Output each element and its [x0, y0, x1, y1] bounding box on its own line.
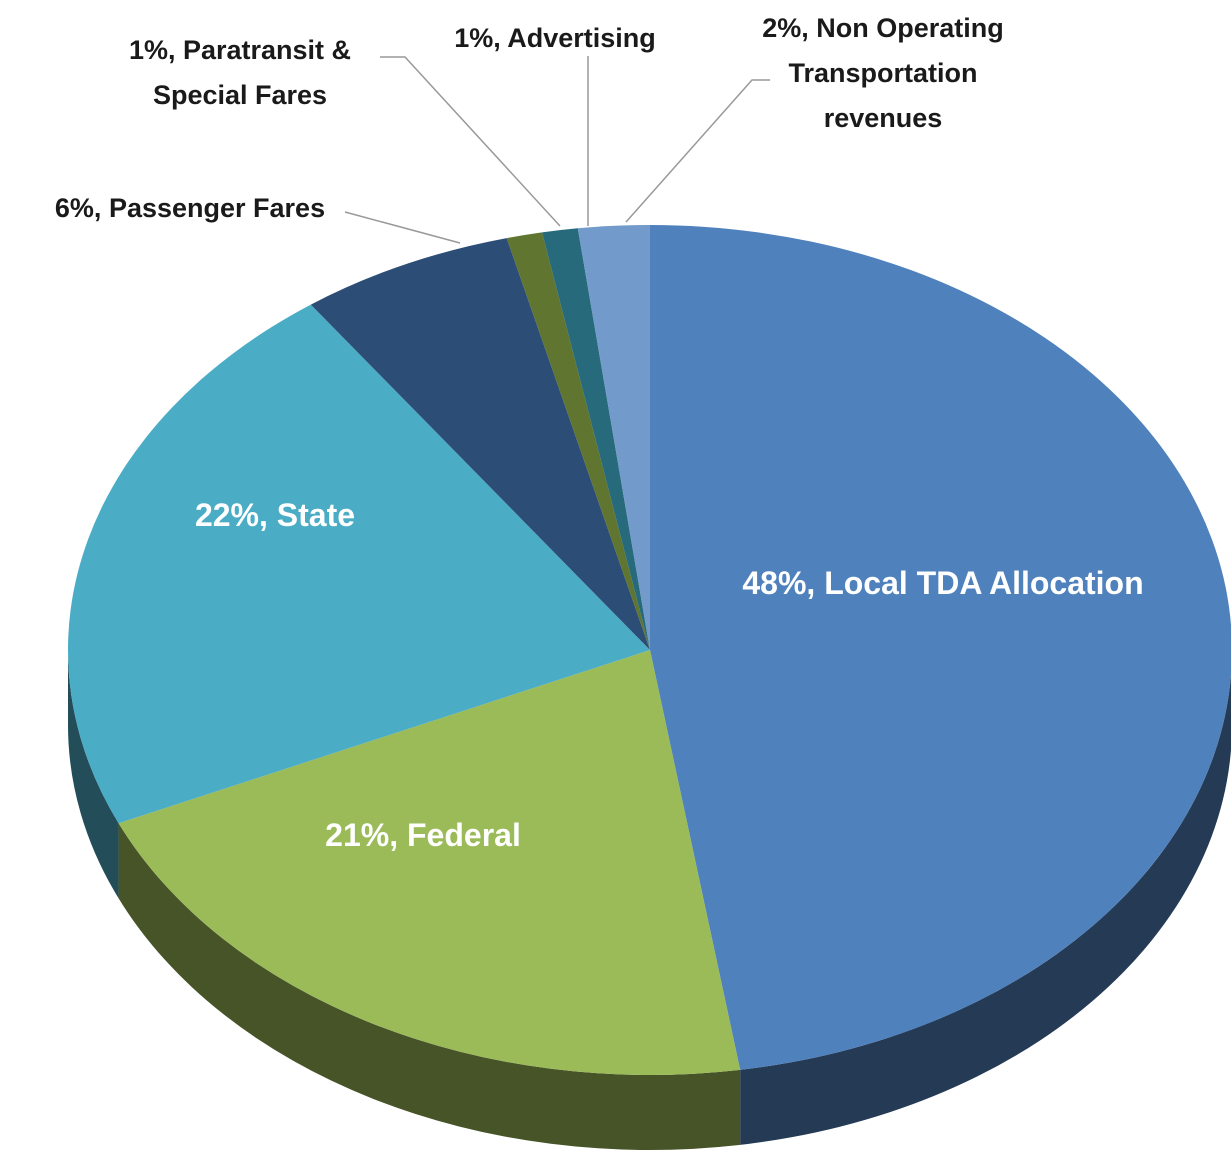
slice: [118, 650, 741, 1075]
data-label: 48%, Local TDA Allocation: [683, 561, 1203, 606]
category-label: Federal: [407, 817, 521, 853]
category-label: State: [276, 497, 356, 533]
value-label: 1%,: [128, 35, 176, 65]
value-label: 6%,: [54, 193, 102, 223]
value-label: 21%,: [325, 817, 399, 853]
category-label: Local TDA Allocation: [824, 565, 1144, 601]
slice: [650, 225, 1231, 1070]
data-label: 2%, Non Operating Transportation revenue…: [733, 6, 1033, 141]
slice-side: [68, 650, 119, 899]
slice: [67, 304, 651, 824]
leader-line: [344, 211, 461, 244]
category-label: Advertising: [507, 23, 656, 53]
value-label: 22%,: [194, 497, 268, 533]
data-label: 22%, State: [115, 493, 435, 538]
data-label: 6%, Passenger Fares: [20, 186, 360, 231]
leader-line: [380, 56, 561, 227]
category-label: Non Operating Transportation revenues: [788, 13, 1004, 133]
category-label: Passenger Fares: [108, 193, 326, 223]
slice-side: [118, 823, 741, 1150]
slice: [506, 232, 650, 651]
leader-line: [625, 79, 770, 223]
data-label: 1%, Advertising: [425, 16, 685, 61]
data-label: 21%, Federal: [263, 813, 583, 858]
category-label: Paratransit & Special Fares: [152, 35, 352, 110]
value-label: 2%,: [762, 13, 809, 43]
value-label: 48%,: [742, 565, 816, 601]
slice: [577, 225, 650, 650]
slice: [542, 228, 650, 650]
slice: [310, 238, 650, 650]
slice-side: [740, 673, 1231, 1145]
value-label: 1%,: [454, 23, 501, 53]
data-label: 1%, Paratransit & Special Fares: [95, 28, 385, 118]
